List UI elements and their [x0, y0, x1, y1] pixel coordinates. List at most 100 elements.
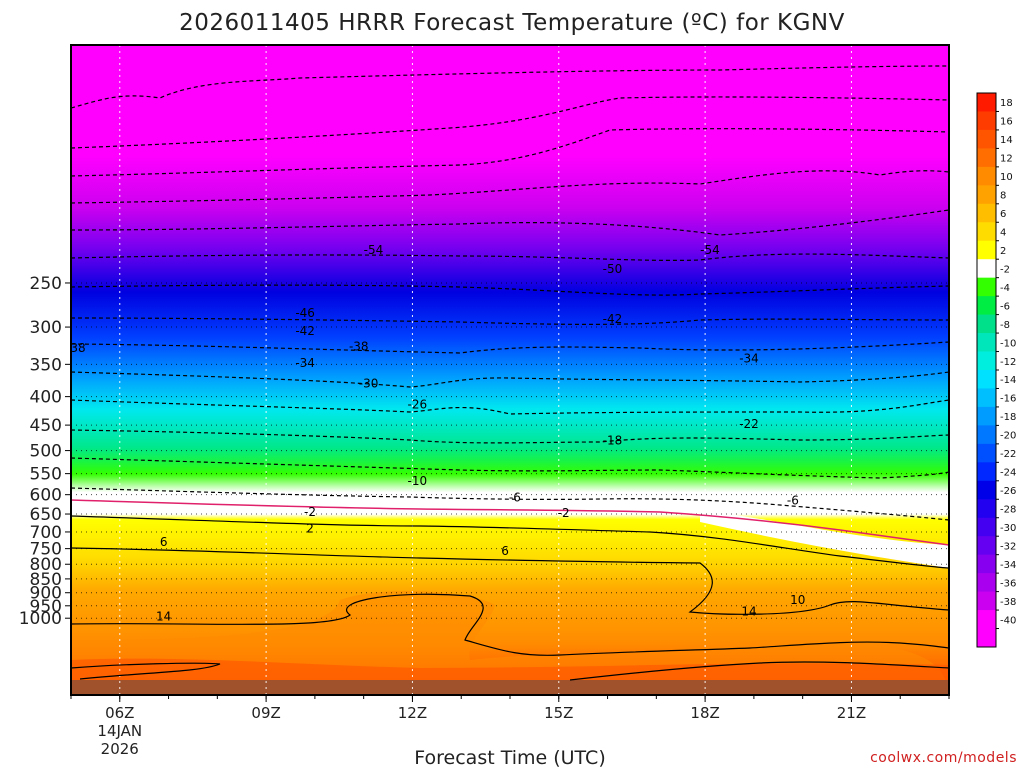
contour-label--2: -2: [304, 505, 316, 519]
contour-line--10: [71, 429, 949, 444]
colorbar-swatch--2: [977, 259, 996, 279]
colorbar-swatch--8: [977, 314, 996, 334]
contour-label--38: -38: [349, 339, 369, 353]
colorbar-swatch-6: [977, 203, 996, 223]
freezing-band-tail: [700, 510, 949, 568]
contour-line--2: [71, 487, 949, 521]
colorbar-label--32: -32: [1000, 541, 1016, 552]
colorbar-swatch--36: [977, 573, 996, 593]
contour-line-10: [71, 593, 949, 656]
y-tick-label-300: 300: [30, 318, 62, 338]
contour-line--50: [71, 96, 949, 149]
colorbar-swatch--6: [977, 296, 996, 316]
colorbar-label--6: -6: [1000, 301, 1010, 312]
contour-line--38: [71, 209, 949, 236]
contour-line--22: [71, 341, 949, 354]
contour-label--54: -54: [700, 243, 720, 257]
y-tick-label-850: 850: [30, 570, 62, 590]
colorbar-label--34: -34: [1000, 560, 1016, 571]
colorbar-swatch--10: [977, 333, 996, 353]
y-tick-label-900: 900: [30, 584, 62, 604]
contour-label--46: -46: [295, 306, 315, 320]
chart-title: 2026011405 HRRR Forecast Temperature (ºC…: [179, 10, 845, 36]
colorbar-label-12: 12: [1000, 154, 1013, 165]
colorbar-swatch--30: [977, 517, 996, 537]
contour-line--14: [71, 399, 949, 415]
y-tick-label-800: 800: [30, 555, 62, 575]
contour-label--6: -6: [787, 494, 799, 508]
contour-label--6: -6: [509, 490, 521, 504]
colorbar-label-2: 2: [1000, 246, 1006, 257]
colorbar-swatch--14: [977, 370, 996, 389]
colorbar-label--10: -10: [1000, 338, 1016, 349]
colorbar-label-18: 18: [1000, 98, 1013, 109]
contour-line--42: [71, 170, 949, 204]
colorbar-swatch-16: [977, 111, 996, 131]
colorbar-label--28: -28: [1000, 505, 1016, 516]
y-tick-label-700: 700: [30, 523, 62, 543]
y-tick-label-950: 950: [30, 597, 62, 617]
y-tick-label-600: 600: [30, 486, 62, 506]
contour-label-2: 2: [306, 521, 314, 535]
colorbar-label--38: -38: [1000, 597, 1016, 608]
y-tick-label-250: 250: [30, 274, 62, 294]
contour-line--18: [71, 371, 949, 388]
colorbar-label-16: 16: [1000, 117, 1013, 128]
colorbar-swatch--18: [977, 406, 996, 426]
contour-label--10: -10: [408, 474, 428, 488]
contour-label-6: 6: [160, 535, 168, 549]
colorbar-swatch--32: [977, 536, 996, 556]
y-tick-label-1000: 1000: [19, 609, 62, 629]
x-tick-label-21Z: 21Z: [837, 704, 866, 722]
colorbar-label-10: 10: [1000, 172, 1013, 183]
colorbar-label--24: -24: [1000, 468, 1016, 479]
y-tick-label-650: 650: [30, 505, 62, 525]
contour-label--38: -38: [66, 341, 86, 355]
colorbar-swatch--16: [977, 388, 996, 408]
y-tick-label-750: 750: [30, 540, 62, 560]
colorbar-swatch-14: [977, 129, 996, 149]
colorbar-label--18: -18: [1000, 412, 1016, 423]
contour-label--42: -42: [295, 324, 315, 338]
colorbar-label--20: -20: [1000, 431, 1016, 442]
contour-label--18: -18: [603, 434, 623, 448]
colorbar-label-6: 6: [1000, 209, 1006, 220]
x-tick-date: 14JAN: [97, 722, 142, 740]
colorbar-swatch-extend: [977, 628, 996, 647]
contour-line-14: [71, 661, 949, 681]
colorbar-swatch-12: [977, 148, 996, 168]
x-axis-label: Forecast Time (UTC): [414, 747, 605, 768]
contour-label--2: -2: [558, 506, 570, 520]
colorbar-swatch--38: [977, 591, 996, 611]
colorbar-swatch-4: [977, 222, 996, 242]
colorbar-label--40: -40: [1000, 615, 1016, 626]
colorbar-label--16: -16: [1000, 394, 1016, 405]
y-tick-label-350: 350: [30, 355, 62, 375]
colorbar-label-14: 14: [1000, 135, 1013, 146]
contour-line--34: [71, 253, 949, 262]
contour-line--54: [71, 65, 949, 109]
colorbar: 18 16 14 12 10 8 6 4 2 -2 -4 -6 -8 -10 -12 -14 -16 -18 -20…: [976, 92, 1016, 648]
x-tick-label-18Z: 18Z: [690, 704, 719, 722]
contour-label-10: 10: [790, 593, 805, 607]
y-axis: 2503003504004505005506006507007508008509…: [19, 274, 71, 629]
colorbar-label--12: -12: [1000, 357, 1016, 368]
colorbar-swatch--28: [977, 499, 996, 519]
colorbar-swatch-2: [977, 240, 996, 260]
contour-label-14: 14: [156, 610, 171, 624]
y-tick-label-400: 400: [30, 388, 62, 408]
colorbar-label--26: -26: [1000, 486, 1016, 497]
credit-link[interactable]: coolwx.com/models: [870, 750, 1017, 766]
colorbar-label--30: -30: [1000, 523, 1016, 534]
x-tick-label-15Z: 15Z: [544, 704, 573, 722]
contour-label--50: -50: [603, 262, 623, 276]
ground-strip: [71, 680, 949, 695]
contour-line--6: [71, 457, 949, 479]
colorbar-label--14: -14: [1000, 375, 1016, 386]
colorbar-swatch-18: [977, 93, 996, 112]
contour-label--26: -26: [408, 397, 428, 411]
colorbar-swatch--4: [977, 277, 996, 297]
contour-label--54: -54: [364, 243, 384, 257]
freezing-line-0C: [71, 499, 949, 546]
